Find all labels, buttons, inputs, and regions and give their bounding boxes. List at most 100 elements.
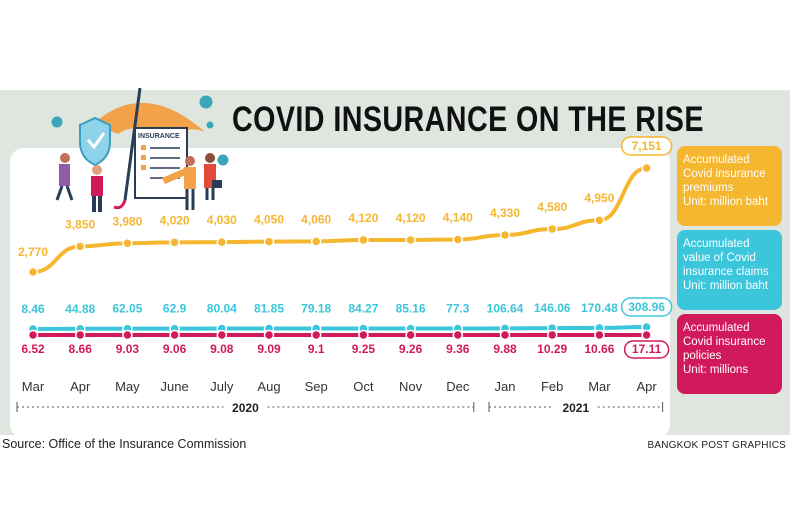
x-tick-label: July xyxy=(210,379,234,394)
data-point xyxy=(122,238,133,249)
legend-policies-line: Covid insurance xyxy=(683,336,766,348)
last-value-pill xyxy=(623,340,670,359)
data-point xyxy=(405,234,416,246)
x-tick-label: Mar xyxy=(22,379,45,394)
data-point xyxy=(499,229,511,241)
data-label: 9.36 xyxy=(446,342,470,356)
data-label: 4,030 xyxy=(207,213,237,227)
x-tick-label: June xyxy=(160,379,188,394)
year-label: 2020 xyxy=(232,401,259,415)
x-tick-label: Jan xyxy=(495,379,516,394)
data-point xyxy=(310,329,322,341)
data-label: 4,330 xyxy=(490,206,520,220)
data-point xyxy=(452,234,464,245)
x-tick-label: Aug xyxy=(257,379,280,394)
data-label: 6.52 xyxy=(21,342,45,356)
data-label: 10.66 xyxy=(584,342,614,356)
legend-policies: Accumulated Covid insurance policies Uni… xyxy=(677,314,782,394)
document-label: INSURANCE xyxy=(138,133,180,140)
data-point xyxy=(594,214,605,226)
data-point xyxy=(27,266,39,278)
data-point xyxy=(594,329,605,341)
legend-claims-line: Accumulated xyxy=(683,238,750,250)
data-label: 8.66 xyxy=(69,342,93,356)
x-tick-label: May xyxy=(115,379,140,394)
data-label: 7,151 xyxy=(632,139,662,153)
data-point xyxy=(452,329,464,341)
data-label: 170.48 xyxy=(581,301,618,315)
legend-premiums-line: Accumulated xyxy=(683,154,750,166)
data-label: 17.11 xyxy=(632,342,662,356)
legend-policies-line: Accumulated xyxy=(683,322,750,334)
data-label: 81.85 xyxy=(254,302,284,316)
data-label: 62.05 xyxy=(112,302,142,316)
legend-policies-line: policies xyxy=(683,350,722,362)
data-point xyxy=(74,241,86,252)
data-point xyxy=(546,329,558,341)
data-label: 3,980 xyxy=(112,214,142,228)
last-value-pill xyxy=(620,136,673,156)
legend-claims-line: Unit: million baht xyxy=(683,280,769,292)
data-label: 9.25 xyxy=(352,342,376,356)
year-label: 2021 xyxy=(562,401,589,415)
data-label: 80.04 xyxy=(207,302,237,316)
data-point xyxy=(169,329,180,341)
data-point xyxy=(27,329,39,341)
legend-claims-line: value of Covid xyxy=(683,252,756,264)
data-label: 77.3 xyxy=(446,302,470,316)
data-label: 9.03 xyxy=(116,342,140,356)
last-value-pill xyxy=(620,297,673,317)
data-point xyxy=(310,236,322,247)
data-label: 44.88 xyxy=(65,302,95,316)
data-point xyxy=(499,329,511,341)
legend-claims: Accumulated value of Covid insurance cla… xyxy=(677,230,782,310)
legend-premiums-line: premiums xyxy=(683,182,734,194)
data-point xyxy=(405,329,416,341)
chart-area xyxy=(10,148,670,438)
insurance-illustration: INSURANCE xyxy=(51,87,229,212)
data-point xyxy=(216,236,228,248)
x-tick-label: Mar xyxy=(588,379,611,394)
data-point xyxy=(641,162,652,174)
data-point xyxy=(358,329,369,341)
x-tick-label: Feb xyxy=(541,379,563,394)
data-label: 79.18 xyxy=(301,302,331,316)
data-label: 2,770 xyxy=(18,245,48,259)
data-point xyxy=(641,329,652,341)
virus-icon xyxy=(51,95,229,166)
data-label: 10.29 xyxy=(537,342,567,356)
graphics-credit: BANGKOK POST GRAPHICS xyxy=(647,440,786,451)
data-label: 9.26 xyxy=(399,342,423,356)
data-label: 4,120 xyxy=(348,211,378,225)
data-label: 4,580 xyxy=(537,200,567,214)
legend-policies-line: Unit: millions xyxy=(683,364,749,376)
x-tick-label: Sep xyxy=(305,379,328,394)
data-label: 4,120 xyxy=(396,211,426,225)
legend-claims-line: insurance claims xyxy=(683,266,769,278)
data-point xyxy=(546,223,558,235)
data-label: 4,050 xyxy=(254,213,284,227)
data-point xyxy=(358,234,369,246)
data-point xyxy=(263,236,275,247)
x-tick-label: Apr xyxy=(70,379,91,394)
data-label: 84.27 xyxy=(348,301,378,315)
legend-premiums-line: Unit: million baht xyxy=(683,196,769,208)
data-label: 146.06 xyxy=(534,301,571,315)
data-label: 4,020 xyxy=(160,213,190,227)
data-label: 9.1 xyxy=(308,342,325,356)
data-point xyxy=(216,329,228,341)
data-label: 9.88 xyxy=(493,342,517,356)
source-note: Source: Office of the Insurance Commissi… xyxy=(2,437,247,451)
data-label: 308.96 xyxy=(628,300,665,314)
data-label: 3,850 xyxy=(65,217,95,231)
legend-premiums: Accumulated Covid insurance premiums Uni… xyxy=(677,146,782,226)
data-label: 4,060 xyxy=(301,212,331,226)
data-label: 4,140 xyxy=(443,210,473,224)
data-point xyxy=(74,329,86,341)
data-label: 8.46 xyxy=(21,302,45,316)
data-label: 62.9 xyxy=(163,302,187,316)
x-tick-label: Oct xyxy=(353,379,374,394)
people-figures xyxy=(55,153,222,212)
data-label: 9.06 xyxy=(163,342,187,356)
